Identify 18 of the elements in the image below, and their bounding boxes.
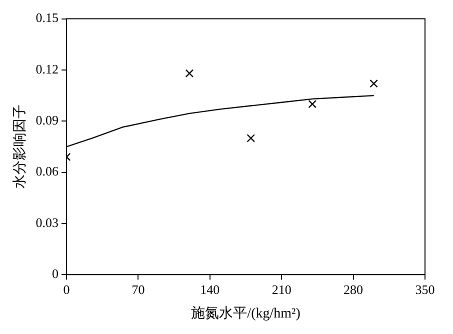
y-axis-title: 水分影响因子: [12, 104, 28, 189]
x-tick-label: 350: [415, 282, 435, 297]
x-tick-label: 70: [132, 282, 145, 297]
point: [246, 134, 256, 142]
x-tick-label: 210: [272, 282, 292, 297]
y-tick-label: 0.15: [36, 10, 59, 26]
x-axis-title: 施氮水平/(kg/hm²): [191, 305, 301, 322]
y-tick-label: 0.12: [36, 61, 59, 76]
y-tick-label: 0.09: [36, 112, 59, 128]
point: [370, 79, 378, 88]
y-tick-label: 0.06: [36, 164, 60, 179]
point: [185, 69, 194, 78]
y-tick-label: 0.03: [36, 214, 59, 230]
x-tick-label: 140: [200, 282, 220, 297]
y-tick-label: 0: [52, 266, 59, 282]
x-tick-label: 280: [344, 282, 364, 297]
x-tick-label: 0: [63, 282, 70, 297]
point: [308, 100, 316, 108]
